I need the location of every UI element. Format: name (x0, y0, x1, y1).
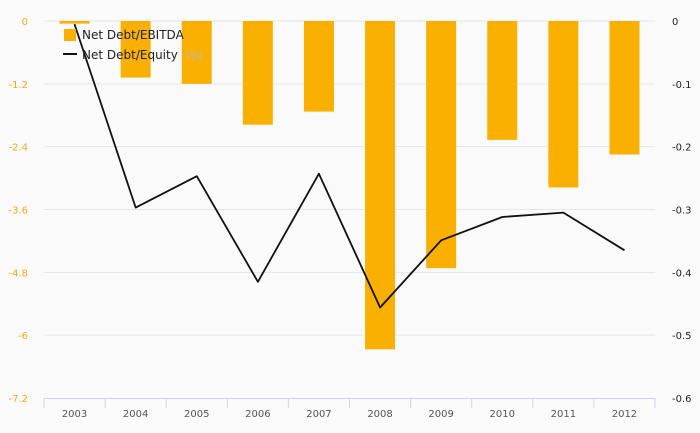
y-left-tick-label: -2.4 (8, 143, 28, 154)
legend-label-bar: Net Debt/EBITDA (82, 28, 185, 42)
y-right-tick-label: -0.3 (672, 206, 692, 217)
legend-label-line: Net Debt/Equity (82, 48, 178, 62)
x-tick-label: 2009 (428, 409, 453, 420)
x-tick-label: 2010 (490, 409, 515, 420)
legend-label-line-unit: (%) (186, 51, 203, 62)
bar-2012 (609, 21, 640, 155)
bar-series (59, 21, 640, 350)
y-left-tick-label: -4.8 (8, 268, 28, 279)
x-tick-label: 2007 (306, 409, 331, 420)
y-left-tick-label: -1.2 (8, 80, 28, 91)
legend: Net Debt/EBITDA Net Debt/Equity (%) (63, 28, 203, 62)
x-axis: 2003 2004 2005 2006 2007 2008 2009 2010 2011 2012 (43, 398, 656, 420)
x-tick-label: 2006 (245, 409, 270, 420)
legend-swatch-bar (64, 29, 76, 41)
y-right-tick-label: -0.2 (672, 143, 692, 154)
y-axis-right: 0 -0.1 -0.2 -0.3 -0.4 -0.5 -0.6 (672, 17, 692, 405)
y-left-tick-label: -6 (18, 331, 28, 342)
x-tick-label: 2005 (184, 409, 209, 420)
y-right-tick-label: -0.1 (672, 80, 692, 91)
legend-label-line-group: Net Debt/Equity (%) (82, 48, 203, 62)
y-right-tick-label: -0.4 (672, 268, 692, 279)
bar-2004 (120, 21, 151, 78)
x-tick-label: 2003 (62, 409, 87, 420)
y-left-tick-label: -3.6 (8, 206, 28, 217)
bar-2009 (426, 21, 457, 269)
bar-2005 (181, 21, 212, 84)
x-tick-label: 2012 (612, 409, 637, 420)
y-right-tick-label: -0.6 (672, 394, 692, 405)
y-left-tick-label: -7.2 (8, 394, 28, 405)
y-left-tick-label: 0 (22, 17, 28, 28)
x-tick-label: 2004 (123, 409, 148, 420)
y-right-tick-label: 0 (672, 17, 678, 28)
line-series (73, 23, 625, 309)
y-axis-left: 0 -1.2 -2.4 -3.6 -4.8 -6 -7.2 (8, 17, 28, 405)
x-tick-label: 2008 (367, 409, 392, 420)
bar-2011 (548, 21, 579, 188)
y-right-tick-label: -0.5 (672, 331, 692, 342)
bar-2008 (365, 21, 396, 350)
bar-2007 (303, 21, 334, 112)
line-net-debt-equity (73, 23, 625, 309)
bar-2006 (242, 21, 273, 125)
bar-2003 (59, 21, 90, 24)
x-tick-label: 2011 (551, 409, 576, 420)
bar-2010 (487, 21, 518, 140)
